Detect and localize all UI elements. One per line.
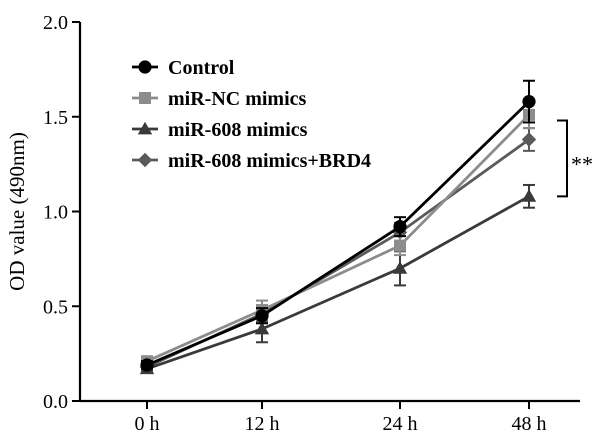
series-line — [146, 113, 530, 363]
series-line — [146, 100, 530, 367]
x-tick-label: 0 h — [135, 413, 160, 435]
significance-label: ** — [571, 151, 593, 176]
data-point — [521, 132, 537, 147]
series-mir-nc-mimics — [141, 100, 535, 368]
axes: 0.0 0.5 1.0 1.5 2.0 0 h 12 h 24 h 48 h OD value (… — [5, 12, 580, 435]
data-point — [392, 261, 408, 274]
data-point — [521, 189, 537, 202]
series-layer — [139, 79, 537, 375]
legend-item: miR-NC mimics — [132, 88, 307, 110]
legend-marker — [139, 92, 151, 104]
data-point — [522, 94, 536, 109]
y-tick-label: 0.5 — [43, 296, 68, 318]
legend: Control miR-NC mimics miR-608 mimics miR-60… — [132, 57, 371, 172]
y-axis-title: OD value (490nm) — [5, 132, 29, 291]
y-tick-label: 0.0 — [43, 391, 68, 413]
data-point — [393, 220, 407, 234]
data-point — [394, 239, 406, 252]
legend-item: miR-608 mimics+BRD4 — [132, 150, 371, 172]
series-control — [140, 79, 536, 372]
data-point — [255, 309, 269, 323]
annotation-layer: ** — [557, 119, 593, 198]
y-tick-label: 1.5 — [43, 107, 68, 129]
legend-item: miR-608 mimics — [132, 119, 308, 141]
legend-label: Control — [168, 57, 235, 79]
x-tick-label: 48 h — [512, 413, 547, 435]
y-tick-label: 2.0 — [43, 12, 68, 34]
series-mir-608-mimics — [139, 183, 537, 375]
legend-label: miR-608 mimics+BRD4 — [168, 150, 371, 172]
y-tick-label: 1.0 — [43, 202, 68, 224]
legend-marker — [137, 121, 153, 135]
legend-label: miR-NC mimics — [168, 88, 307, 110]
series-line — [146, 195, 530, 371]
x-tick-label: 12 h — [245, 413, 280, 435]
data-point — [254, 321, 270, 335]
significance-bracket — [557, 119, 568, 198]
legend-marker — [138, 60, 152, 74]
legend-label: miR-608 mimics — [168, 119, 308, 141]
data-point — [140, 358, 154, 372]
legend-marker — [137, 152, 153, 168]
x-tick-label: 24 h — [383, 413, 418, 435]
legend-item: Control — [132, 57, 235, 79]
